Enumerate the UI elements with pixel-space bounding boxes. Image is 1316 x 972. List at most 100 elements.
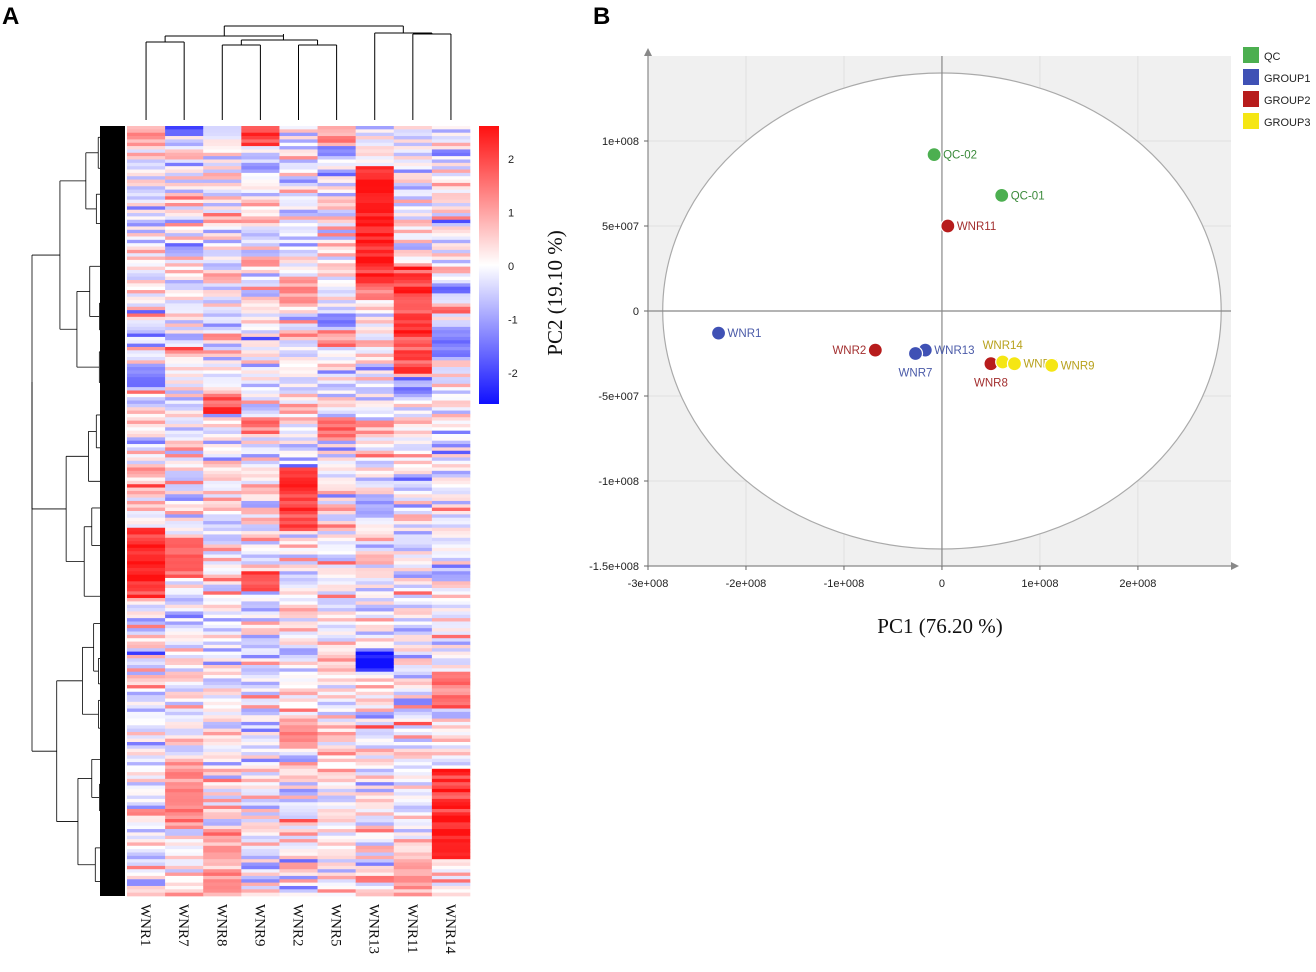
heatmap-cell: [203, 571, 242, 575]
heatmap-cell: [317, 594, 356, 599]
heatmap-cell: [431, 290, 471, 294]
heatmap-cell: [317, 500, 356, 505]
heatmap-cell: [431, 685, 471, 689]
heatmap-cell: [241, 738, 280, 743]
heatmap-cell: [431, 176, 471, 180]
heatmap-cell: [203, 420, 242, 425]
heatmap-cell: [393, 166, 433, 170]
heatmap-cell: [203, 514, 242, 519]
heatmap-cell: [127, 233, 166, 237]
heatmap-cell: [393, 400, 433, 405]
heatmap-cell: [165, 209, 204, 214]
heatmap-cell: [127, 681, 166, 686]
heatmap-cell: [317, 209, 356, 214]
heatmap-cell: [393, 537, 433, 542]
heatmap-cell: [355, 437, 395, 442]
heatmap-cell: [127, 457, 166, 462]
heatmap-cell: [127, 547, 166, 552]
heatmap-cell: [127, 142, 166, 147]
heatmap-cell: [279, 668, 318, 673]
heatmap-cell: [279, 584, 318, 589]
heatmap-cell: [127, 494, 166, 498]
heatmap-cell: [127, 742, 166, 746]
heatmap-cell: [165, 521, 204, 525]
heatmap-cell: [241, 815, 280, 820]
heatmap-cell: [279, 594, 318, 599]
heatmap-cell: [431, 564, 471, 569]
heatmap-cell: [279, 182, 318, 187]
heatmap-cell: [431, 484, 471, 488]
heatmap-cell: [203, 397, 242, 401]
heatmap-cell: [165, 681, 204, 686]
heatmap-cell: [431, 869, 471, 873]
heatmap-cell: [203, 671, 242, 676]
heatmap-cell: [355, 517, 395, 522]
heatmap-cell: [165, 842, 204, 847]
heatmap-cell: [279, 360, 318, 365]
heatmap-cell: [203, 444, 242, 448]
heatmap-cell: [165, 259, 204, 264]
heatmap-cell: [393, 246, 433, 251]
heatmap-cell: [241, 551, 280, 555]
heatmap-cell: [355, 290, 395, 294]
heatmap-cell: [165, 815, 204, 820]
heatmap-cell: [203, 738, 242, 743]
heatmap-cell: [241, 370, 280, 375]
heatmap-cell: [241, 139, 280, 144]
heatmap-cell: [393, 487, 433, 492]
heatmap-cell: [279, 370, 318, 375]
heatmap-cell: [393, 269, 433, 274]
heatmap-cell: [355, 869, 395, 873]
heatmap-cell: [393, 326, 433, 331]
heatmap-cell: [393, 822, 433, 827]
heatmap-cell: [279, 423, 318, 428]
heatmap-cell: [279, 517, 318, 522]
heatmap-cell: [203, 822, 242, 827]
heatmap-cell: [355, 688, 395, 693]
heatmap-cell: [431, 721, 471, 726]
heatmap-cell: [203, 494, 242, 498]
heatmap-cell: [241, 731, 280, 736]
heatmap-cell: [203, 634, 242, 639]
heatmap-cell: [317, 792, 356, 796]
heatmap-cell: [203, 370, 242, 375]
heatmap-cell: [393, 604, 433, 609]
heatmap-cell: [165, 705, 204, 709]
heatmap-cell: [127, 721, 166, 726]
heatmap-cell: [393, 226, 433, 231]
heatmap-cell: [127, 253, 166, 257]
heatmap-cell: [431, 460, 471, 465]
heatmap-cell: [279, 293, 318, 298]
heatmap-cell: [165, 561, 204, 565]
heatmap-cell: [241, 286, 280, 291]
heatmap-cell: [241, 681, 280, 686]
heatmap-cell: [317, 648, 356, 652]
heatmap-cell: [355, 474, 395, 478]
heatmap-cell: [279, 624, 318, 629]
heatmap-cell: [431, 480, 471, 485]
heatmap-cell: [279, 644, 318, 649]
heatmap-cell: [355, 450, 395, 455]
heatmap-cell: [165, 832, 204, 837]
heatmap-cell: [241, 654, 280, 659]
scatter-point: [994, 187, 1010, 203]
heatmap-cell: [355, 641, 395, 646]
heatmap-cell: [355, 574, 395, 579]
heatmap-cell: [203, 454, 242, 458]
heatmap-cell: [355, 805, 395, 810]
heatmap-cell: [317, 233, 356, 237]
heatmap-cell: [317, 825, 356, 830]
heatmap-cell: [317, 862, 356, 867]
heatmap-cell: [127, 701, 166, 706]
heatmap-cell: [165, 283, 204, 288]
heatmap-cell: [165, 845, 204, 850]
heatmap-cell: [203, 474, 242, 478]
heatmap-cell: [317, 819, 356, 823]
heatmap-cell: [317, 159, 356, 164]
heatmap-cell: [431, 387, 471, 391]
heatmap-cell: [431, 829, 471, 833]
heatmap-cell: [431, 253, 471, 257]
heatmap-cell: [355, 159, 395, 164]
heatmap-cell: [393, 564, 433, 569]
heatmap-cell: [203, 169, 242, 174]
